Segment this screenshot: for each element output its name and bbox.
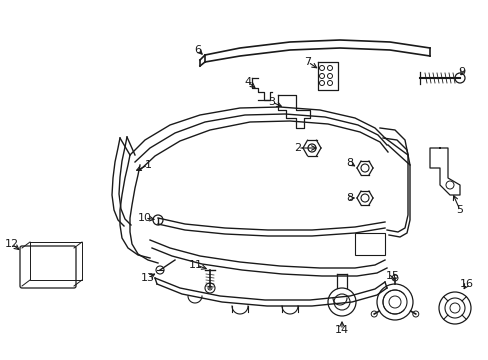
Text: 5: 5 <box>456 205 463 215</box>
Text: 2: 2 <box>294 143 301 153</box>
Text: 11: 11 <box>189 260 203 270</box>
Bar <box>354 233 384 255</box>
Text: 16: 16 <box>459 279 473 289</box>
Text: 10: 10 <box>138 213 152 223</box>
Text: 4: 4 <box>244 77 251 87</box>
Text: 7: 7 <box>304 57 311 67</box>
Text: 3: 3 <box>268 97 275 107</box>
Text: 12: 12 <box>5 239 19 249</box>
Text: 13: 13 <box>141 273 155 283</box>
Text: 1: 1 <box>144 160 151 170</box>
Text: 15: 15 <box>385 271 399 281</box>
Text: 6: 6 <box>194 45 201 55</box>
Text: 9: 9 <box>458 67 465 77</box>
Text: 8: 8 <box>346 158 353 168</box>
Text: 14: 14 <box>334 325 348 335</box>
Text: 8: 8 <box>346 193 353 203</box>
